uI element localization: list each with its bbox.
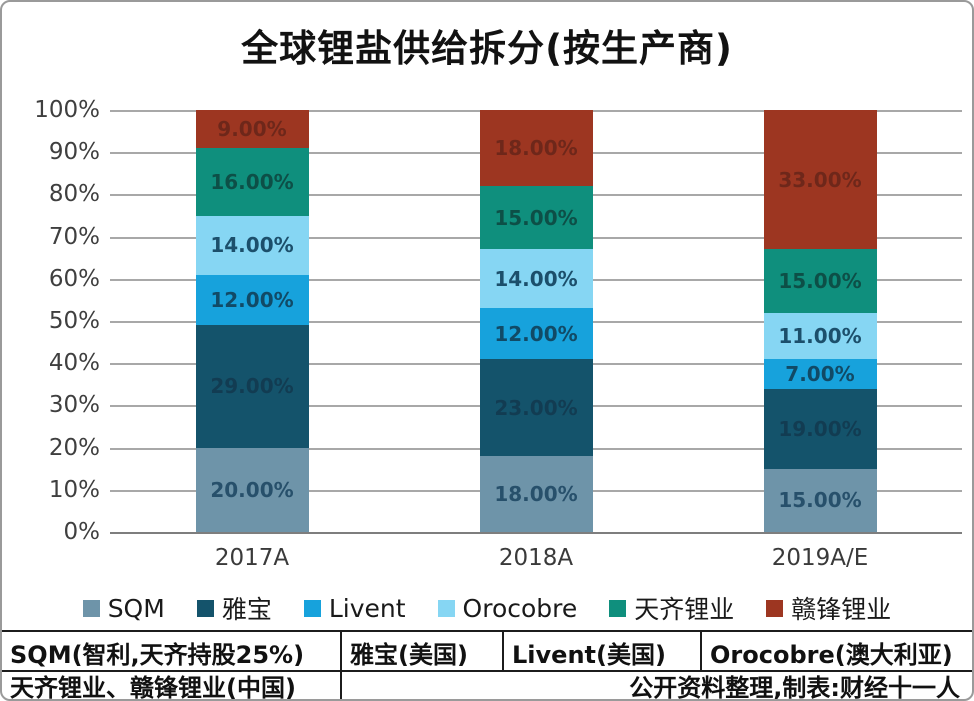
segment-value-label: 9.00% xyxy=(217,117,287,142)
footer-row-1: SQM(智利,天齐持股25%) 雅宝(美国) Livent(美国) Orocob… xyxy=(2,630,972,672)
legend-swatch-icon xyxy=(82,599,100,617)
footer-table: SQM(智利,天齐持股25%) 雅宝(美国) Livent(美国) Orocob… xyxy=(2,630,972,699)
legend-swatch-icon xyxy=(196,599,214,617)
legend-item-赣锋锂业: 赣锋锂业 xyxy=(766,590,891,626)
segment-value-label: 19.00% xyxy=(778,416,862,441)
legend-label: Orocobre xyxy=(462,593,578,623)
legend-label: SQM xyxy=(107,593,165,623)
bar-segment-雅宝: 19.00% xyxy=(763,388,877,469)
bar-segment-赣锋锂业: 9.00% xyxy=(195,110,309,149)
y-axis: 100% 90% 80% 70% 60% 50% 40% 30% 20% 10% 0% xyxy=(2,97,100,545)
footer-cell-source: 公开资料整理,制表:财经十一人 xyxy=(340,672,972,699)
y-tick-label: 40% xyxy=(48,350,100,377)
x-axis-labels: 2017A 2018A 2019A/E xyxy=(110,545,962,571)
footer-cell-orocobre: Orocobre(澳大利亚) xyxy=(700,632,972,672)
y-tick-label: 20% xyxy=(48,434,100,461)
legend-label: Livent xyxy=(328,593,406,623)
segment-value-label: 18.00% xyxy=(494,136,578,161)
legend-label: 赣锋锂业 xyxy=(791,595,892,624)
segment-value-label: 7.00% xyxy=(785,361,855,386)
bar-segment-SQM: 15.00% xyxy=(763,468,877,532)
legend-item-SQM: SQM xyxy=(82,593,165,623)
legend: SQM 雅宝 Livent Orocobre 天齐锂业 赣锋锂业 xyxy=(2,590,972,626)
segment-value-label: 12.00% xyxy=(210,287,294,312)
x-tick-label: 2019A/E xyxy=(771,545,869,571)
footer-row-2: 天齐锂业、赣锋锂业(中国) 公开资料整理,制表:财经十一人 xyxy=(2,670,972,699)
bar-segment-Orocobre: 11.00% xyxy=(763,312,877,359)
y-tick-label: 30% xyxy=(48,392,100,419)
segment-value-label: 12.00% xyxy=(494,321,578,346)
stacked-bars: 20.00% 29.00% 12.00% 14.00% 16.00% 9.00% 18.00… xyxy=(110,110,962,532)
footer-cell-sqm: SQM(智利,天齐持股25%) xyxy=(10,640,305,669)
segment-value-label: 14.00% xyxy=(494,266,578,291)
footer-cell-livent: Livent(美国) xyxy=(502,632,700,672)
legend-swatch-icon xyxy=(609,599,627,617)
legend-item-雅宝: 雅宝 xyxy=(196,590,272,626)
bar-segment-赣锋锂业: 18.00% xyxy=(479,110,593,186)
bar-segment-天齐锂业: 16.00% xyxy=(195,148,309,216)
x-tick-label: 2017A xyxy=(214,545,290,571)
stacked-bar: 15.00% 19.00% 7.00% 11.00% 15.00% 33.00% xyxy=(763,110,877,532)
y-tick-label: 0% xyxy=(63,519,101,545)
stacked-bar: 18.00% 23.00% 12.00% 14.00% 15.00% 18.00% xyxy=(479,110,593,532)
segment-value-label: 11.00% xyxy=(778,323,862,348)
legend-label: 雅宝 xyxy=(221,595,272,624)
y-tick-label: 60% xyxy=(48,265,100,292)
bar-segment-雅宝: 23.00% xyxy=(479,359,593,457)
gridline xyxy=(110,532,962,534)
bar-segment-天齐锂业: 15.00% xyxy=(479,186,593,250)
legend-swatch-icon xyxy=(766,599,784,617)
y-tick-label: 80% xyxy=(48,181,100,208)
segment-value-label: 18.00% xyxy=(494,482,578,507)
legend-swatch-icon xyxy=(303,599,321,617)
segment-value-label: 15.00% xyxy=(778,488,862,513)
bar-column-2018A: 18.00% 23.00% 12.00% 14.00% 15.00% 18.00% xyxy=(394,110,678,532)
bar-segment-Livent: 12.00% xyxy=(195,274,309,326)
y-tick-label: 90% xyxy=(48,139,100,166)
legend-item-天齐锂业: 天齐锂业 xyxy=(609,590,734,626)
y-tick-label: 100% xyxy=(34,97,100,123)
segment-value-label: 15.00% xyxy=(494,205,578,230)
bar-column-2019A/E: 15.00% 19.00% 7.00% 11.00% 15.00% 33.00% xyxy=(678,110,962,532)
footer-cell-yabao: 雅宝(美国) xyxy=(340,632,502,672)
bar-segment-赣锋锂业: 33.00% xyxy=(763,110,877,250)
segment-value-label: 20.00% xyxy=(210,477,294,502)
segment-value-label: 33.00% xyxy=(778,167,862,192)
y-tick-label: 10% xyxy=(48,476,100,503)
legend-item-Livent: Livent xyxy=(303,593,406,623)
footer-cell-china: 天齐锂业、赣锋锂业(中国) xyxy=(10,674,296,701)
segment-value-label: 29.00% xyxy=(210,374,294,399)
bar-segment-SQM: 20.00% xyxy=(195,447,309,532)
bar-segment-SQM: 18.00% xyxy=(479,456,593,532)
bar-segment-雅宝: 29.00% xyxy=(195,325,309,448)
bar-segment-Livent: 7.00% xyxy=(763,359,877,389)
legend-label: 天齐锂业 xyxy=(634,595,735,624)
chart-title: 全球锂盐供给拆分(按生产商) xyxy=(241,27,733,70)
bar-segment-天齐锂业: 15.00% xyxy=(763,249,877,313)
legend-item-Orocobre: Orocobre xyxy=(437,593,578,623)
bar-column-2017A: 20.00% 29.00% 12.00% 14.00% 16.00% 9.00% xyxy=(110,110,394,532)
legend-swatch-icon xyxy=(437,599,455,617)
bar-segment-Livent: 12.00% xyxy=(479,308,593,359)
segment-value-label: 14.00% xyxy=(210,233,294,258)
bar-segment-Orocobre: 14.00% xyxy=(479,249,593,309)
y-tick-label: 70% xyxy=(48,223,100,250)
segment-value-label: 16.00% xyxy=(210,169,294,194)
y-tick-label: 50% xyxy=(48,308,100,334)
segment-value-label: 23.00% xyxy=(494,395,578,420)
x-tick-label: 2018A xyxy=(498,545,574,571)
stacked-bar: 20.00% 29.00% 12.00% 14.00% 16.00% 9.00% xyxy=(195,110,309,532)
segment-value-label: 15.00% xyxy=(778,268,862,293)
bar-segment-Orocobre: 14.00% xyxy=(195,215,309,275)
